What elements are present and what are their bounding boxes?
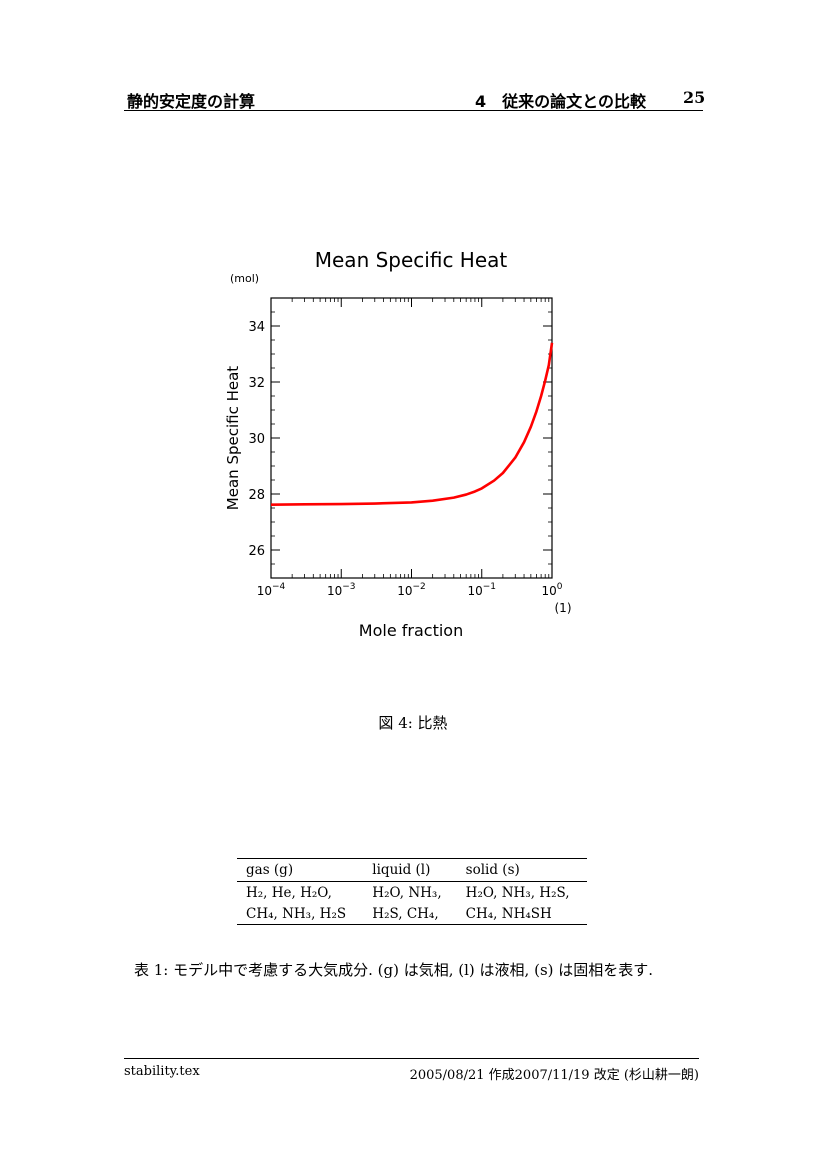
- column-header: gas (g): [237, 858, 364, 882]
- table-cell: H₂, He, H₂O,: [246, 885, 332, 901]
- running-header-section: 4 従来の論文との比較: [475, 92, 646, 111]
- x-tick-label: 100: [541, 582, 562, 598]
- x-tick-label: 10−4: [257, 582, 286, 598]
- table-cell: H₂O, NH₃,: [372, 885, 442, 901]
- footer-date: 2005/08/21 作成2007/11/19 改定 (杉山耕一朗): [409, 1068, 699, 1083]
- mean-specific-heat-chart: Mean Specific Heat (mol) (1) Mole fracti…: [224, 248, 572, 640]
- plot-axes: 10−4 10−3 10−2 10−1 100 26 28 30 32 34: [248, 297, 563, 598]
- running-header-title: 静的安定度の計算: [127, 92, 256, 111]
- y-tick-label: 30: [248, 432, 265, 447]
- table-caption: 表 1: モデル中で考慮する大気成分. (g) は気相, (l) は液相, (s…: [134, 961, 654, 979]
- table-cell: CH₄, NH₃, H₂S: [237, 903, 364, 925]
- y-tick-label: 26: [248, 544, 265, 559]
- table-row: H₂, He, H₂O, H₂O, NH₃, H₂O, NH₃, H₂S,: [237, 882, 587, 904]
- table-cell: H₂S, CH₄,: [363, 903, 457, 925]
- footer-filename: stability.tex: [124, 1064, 200, 1079]
- y-tick-label: 34: [248, 320, 265, 335]
- column-header: liquid (l): [363, 858, 457, 882]
- mean-specific-heat-line: [270, 342, 554, 506]
- table-cell: H₂O, NH₃, H₂S,: [465, 885, 570, 901]
- column-header: solid (s): [456, 858, 587, 882]
- x-unit-label: (1): [555, 601, 572, 615]
- atmospheric-components-table: gas (g) liquid (l) solid (s) H₂, He, H₂O…: [237, 858, 587, 925]
- figure-caption: 図 4: 比熱: [378, 714, 448, 732]
- y-unit-label: (mol): [230, 272, 259, 285]
- y-tick-label: 32: [248, 376, 265, 391]
- table-header-row: gas (g) liquid (l) solid (s): [237, 858, 587, 882]
- table-cell: CH₄, NH₄SH: [456, 903, 587, 925]
- header-rule: [124, 110, 703, 111]
- y-tick-label: 28: [248, 488, 265, 503]
- footer-rule: [124, 1058, 699, 1059]
- page-number: 25: [683, 88, 706, 107]
- x-axis-label: Mole fraction: [359, 621, 463, 640]
- table-row: CH₄, NH₃, H₂S H₂S, CH₄, CH₄, NH₄SH: [237, 903, 587, 925]
- x-tick-label: 10−1: [467, 582, 496, 598]
- x-tick-label: 10−2: [397, 582, 426, 598]
- plot-frame: [270, 297, 553, 579]
- y-axis-label: Mean Specific Heat: [224, 366, 242, 510]
- x-tick-label: 10−3: [327, 582, 356, 598]
- chart-title: Mean Specific Heat: [315, 248, 508, 272]
